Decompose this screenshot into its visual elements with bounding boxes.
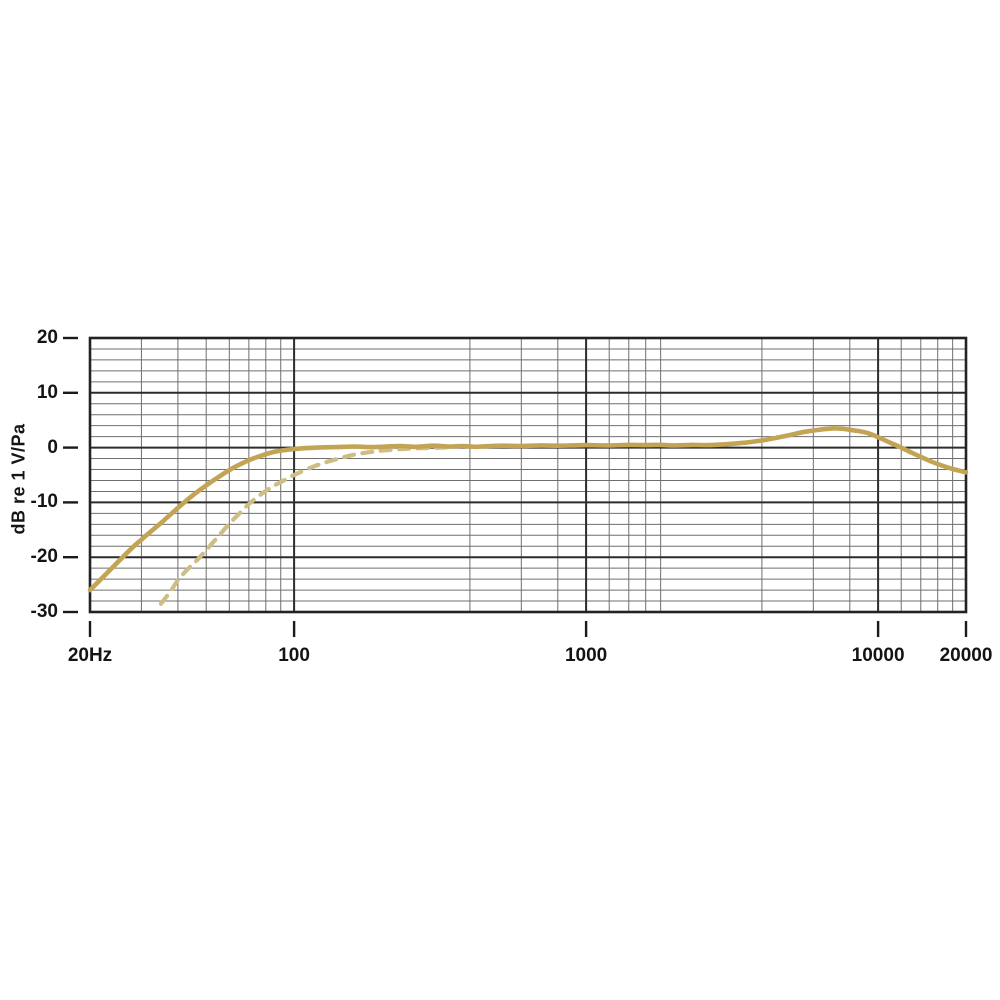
y-tick-label: 10 [36, 381, 58, 403]
y-tick-label: -10 [30, 491, 58, 513]
y-tick-label: -30 [30, 601, 58, 622]
axis-tick-marks [63, 336, 968, 637]
frequency-response-main-curve [87, 426, 969, 593]
x-tick-label: 100 [278, 645, 310, 666]
plot-border [88, 336, 968, 614]
x-tick-label: 1000 [564, 645, 608, 666]
x-tick-label: 20Hz [67, 645, 113, 666]
x-tick-label: 10000 [851, 645, 905, 666]
minor-grid [90, 338, 966, 612]
y-tick-label: 20 [36, 327, 58, 348]
y-tick-label: -20 [30, 546, 58, 568]
x-tick-label: 20000 [939, 645, 993, 666]
y-tick-label: 0 [47, 436, 58, 458]
frequency-response-lowcut-curve [158, 445, 452, 606]
